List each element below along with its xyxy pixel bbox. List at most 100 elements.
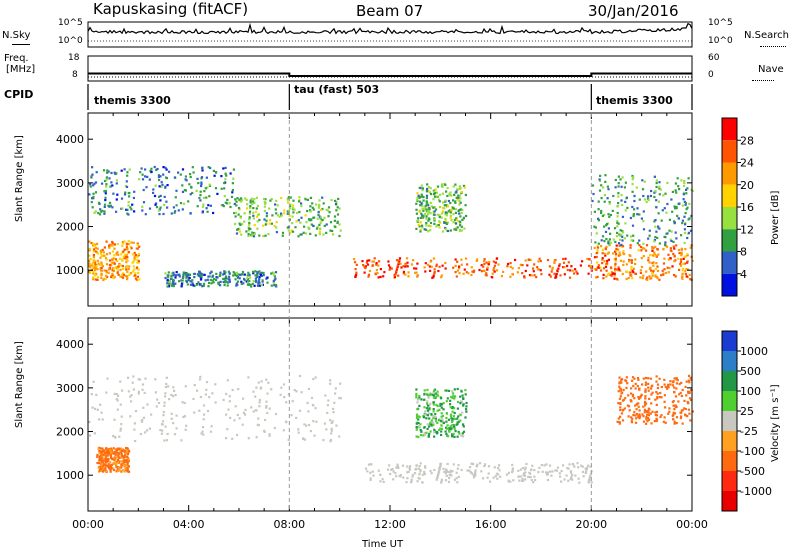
power-cell [291, 222, 294, 225]
power-cell [184, 271, 187, 275]
power-cell [262, 224, 265, 227]
velocity-cell [315, 420, 318, 423]
power-cell [382, 275, 385, 278]
power-cell [253, 201, 256, 204]
power-cell [126, 171, 129, 174]
power-cell [195, 189, 198, 192]
velocity-cell [417, 467, 420, 470]
power-cell [428, 218, 431, 221]
power-cell [335, 200, 338, 204]
velocity-cell [675, 422, 678, 425]
power-cell [610, 271, 613, 274]
power-cell [108, 177, 111, 180]
velocity-cell [116, 408, 119, 411]
velocity-cell [633, 397, 636, 400]
velocity-cell [99, 403, 102, 406]
power-cell [136, 243, 139, 246]
time-axis-labels: 00:00 04:00 08:00 12:00 16:00 20:00 00:00 [72, 518, 708, 531]
power-cell [111, 269, 114, 272]
power-cell [288, 232, 291, 235]
power-cell [657, 253, 660, 256]
power-cell [651, 254, 654, 257]
power-cell [152, 188, 155, 191]
power-cell [621, 176, 624, 179]
velocity-cell [119, 456, 123, 459]
power-cell [667, 258, 670, 261]
velocity-cell [123, 465, 126, 468]
power-cell [422, 209, 425, 212]
velocity-cell [527, 475, 530, 479]
power-cell [459, 222, 462, 225]
power-cell [432, 206, 435, 209]
power-cell [667, 253, 670, 256]
velocity-cell [116, 456, 119, 459]
velocity-cell [617, 390, 620, 393]
power-cell [174, 282, 177, 285]
power-cell [292, 204, 295, 207]
power-colorbar-swatch [722, 162, 737, 185]
power-cell [368, 269, 372, 273]
nave-tick-top: 60 [708, 53, 720, 63]
power-cell [138, 245, 141, 248]
power-cell [136, 275, 140, 278]
velocity-cell [438, 467, 441, 470]
velocity-cell [669, 383, 672, 386]
power-cell [121, 258, 124, 261]
power-cell [89, 185, 92, 188]
power-cell [265, 215, 268, 218]
power-cell [656, 236, 659, 240]
velocity-cell [567, 479, 570, 482]
power-cell [205, 196, 208, 199]
power-cell [376, 272, 379, 275]
velocity-cell [300, 391, 303, 394]
velocity-cell [487, 465, 491, 468]
power-cell [207, 281, 211, 284]
power-cell [130, 208, 133, 211]
velocity-cell [455, 471, 458, 474]
velocity-cell [453, 388, 456, 391]
power-cell [575, 270, 578, 273]
velocity-cell [100, 458, 103, 461]
power-cell [444, 217, 447, 220]
power-cell [118, 257, 122, 260]
power-cell [173, 273, 176, 276]
power-cell [117, 273, 120, 276]
power-cell [131, 253, 134, 256]
power-cell [104, 192, 107, 195]
power-cell [209, 272, 212, 275]
power-cell [119, 268, 122, 272]
power-cell [631, 190, 634, 193]
power-cell [462, 184, 466, 187]
power-cell [455, 218, 458, 222]
velocity-cell [114, 462, 118, 465]
velocity-cell [112, 462, 115, 465]
velocity-cell [268, 434, 271, 437]
power-cell [239, 216, 242, 219]
power-cell [416, 192, 419, 195]
power-cell [641, 188, 645, 191]
velocity-cell [534, 479, 537, 482]
power-cell [636, 213, 639, 216]
power-cell [539, 259, 542, 263]
velocity-cell [109, 461, 112, 464]
power-cell [457, 197, 460, 200]
power-cell [132, 196, 135, 200]
power-cell [281, 231, 285, 234]
power-cell [657, 212, 660, 215]
velocity-cell [110, 450, 113, 453]
velocity-cell [672, 404, 675, 407]
power-cell [113, 275, 116, 278]
power-cell [642, 274, 645, 277]
power-cell [629, 244, 632, 247]
power-cell [425, 201, 428, 204]
power-cell [168, 280, 171, 283]
power-cell [443, 221, 446, 224]
power-cell [655, 181, 658, 185]
velocity-cell [429, 421, 432, 424]
power-cell [238, 198, 241, 201]
power-cell [128, 168, 131, 171]
power-cell [318, 223, 321, 227]
power-cell [441, 210, 444, 213]
power-cell [115, 172, 118, 175]
power-cell [379, 275, 382, 278]
